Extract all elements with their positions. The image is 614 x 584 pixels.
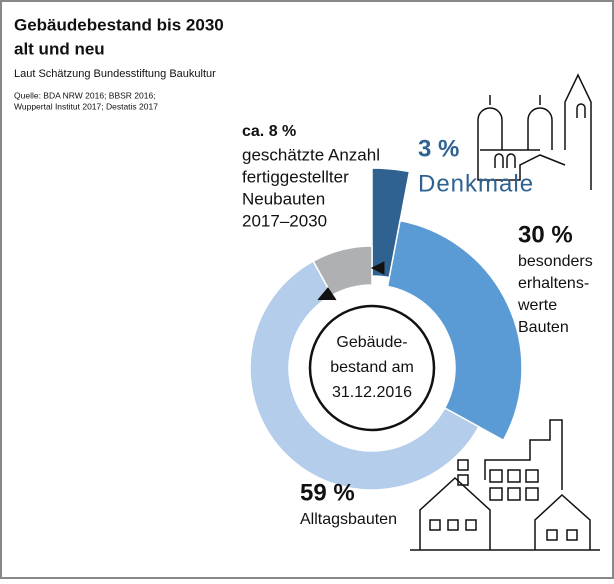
value-label: 30 % — [518, 221, 573, 248]
category-label: Bauten — [518, 319, 569, 336]
category-label: Alltagsbauten — [300, 511, 397, 528]
source: Quelle: BDA NRW 2016; BBSR 2016; — [14, 90, 156, 100]
cycle-arrow — [308, 304, 436, 432]
category-label: erhaltens- — [518, 275, 589, 292]
category-label: Neubauten — [242, 189, 325, 208]
chart-title: alt und neu — [14, 39, 105, 58]
center-label: 31.12.2016 — [332, 384, 412, 401]
category-label: geschätzte Anzahl — [242, 145, 380, 164]
chart-title: Gebäudebestand bis 2030 — [14, 15, 224, 34]
category-label: besonders — [518, 253, 593, 270]
category-label: werte — [517, 297, 557, 314]
category-label: fertiggestellter — [242, 167, 349, 186]
value-label: 59 % — [300, 479, 355, 506]
source: Wuppertal Institut 2017; Destatis 2017 — [14, 101, 158, 111]
buildings-icon — [410, 419, 600, 551]
donut-segment — [249, 260, 480, 491]
value-label: ca. 8 % — [242, 123, 296, 140]
center-label: bestand am — [330, 359, 414, 376]
value-label: 3 % — [418, 135, 459, 162]
church-icon — [477, 73, 592, 190]
category-label: 2017–2030 — [242, 211, 327, 230]
center-label: Gebäude- — [336, 334, 407, 351]
subtitle: Laut Schätzung Bundesstiftung Baukultur — [14, 68, 216, 80]
donut-segment — [312, 245, 373, 297]
arrow-head — [317, 261, 385, 301]
donut-segment — [386, 219, 523, 442]
category-label: Denkmale — [418, 170, 534, 197]
